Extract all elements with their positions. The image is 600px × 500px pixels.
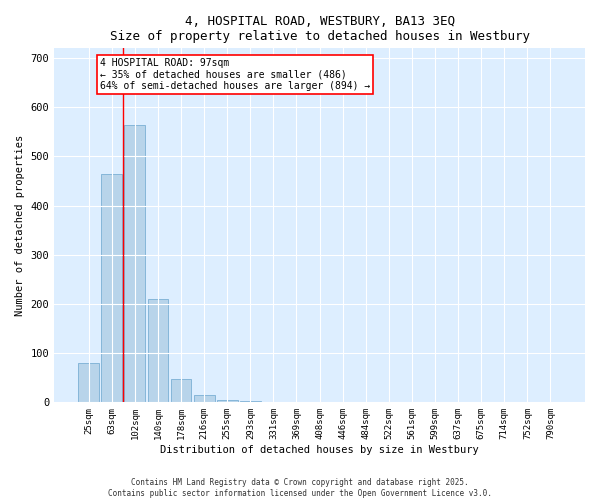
X-axis label: Distribution of detached houses by size in Westbury: Distribution of detached houses by size …	[160, 445, 479, 455]
Title: 4, HOSPITAL ROAD, WESTBURY, BA13 3EQ
Size of property relative to detached house: 4, HOSPITAL ROAD, WESTBURY, BA13 3EQ Siz…	[110, 15, 530, 43]
Bar	[148, 299, 169, 403]
Y-axis label: Number of detached properties: Number of detached properties	[15, 134, 25, 316]
Bar	[170, 378, 191, 402]
Bar	[194, 395, 215, 402]
Text: 4 HOSPITAL ROAD: 97sqm
← 35% of detached houses are smaller (486)
64% of semi-de: 4 HOSPITAL ROAD: 97sqm ← 35% of detached…	[100, 58, 370, 92]
Bar	[217, 400, 238, 402]
Bar	[124, 124, 145, 402]
Bar	[101, 174, 122, 402]
Text: Contains HM Land Registry data © Crown copyright and database right 2025.
Contai: Contains HM Land Registry data © Crown c…	[108, 478, 492, 498]
Bar	[78, 363, 99, 403]
